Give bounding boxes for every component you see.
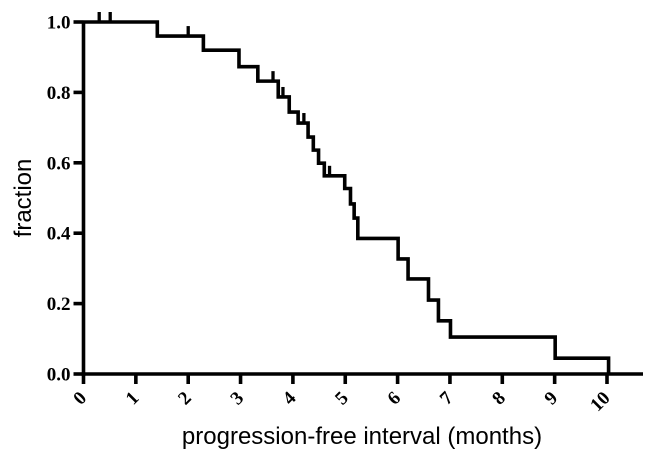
km-curve: [83, 20, 611, 374]
axes: [81, 22, 643, 376]
y-tick-label: 1.0: [47, 13, 71, 34]
y-axis-label: fraction: [10, 159, 37, 238]
y-tick-label: 0.4: [47, 224, 71, 245]
x-axis-label: progression-free interval (months): [182, 423, 542, 450]
survival-step-path: [83, 20, 611, 374]
y-tick-label: 0.2: [47, 294, 71, 315]
y-tick-label: 0.6: [47, 153, 71, 174]
censor-marks: [97, 12, 332, 175]
y-tick-label: 0.8: [47, 83, 71, 104]
y-tick-label: 0.0: [47, 365, 71, 386]
